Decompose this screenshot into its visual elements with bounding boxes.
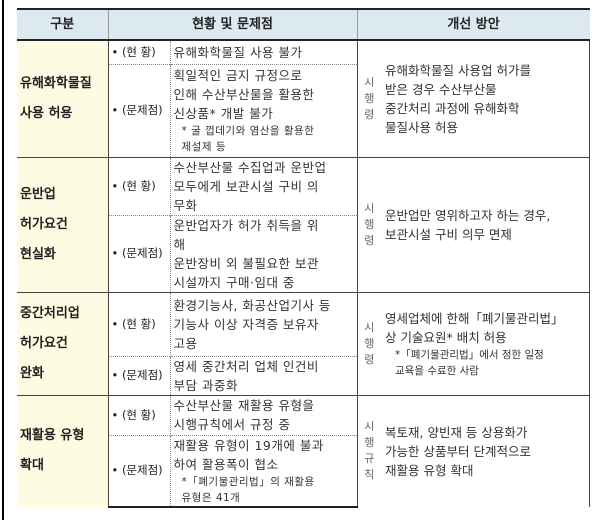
current-label: • (현 황) <box>108 156 171 215</box>
text-line: 받은 경우 수산부산물 <box>385 81 497 97</box>
law-type-cell: 시행규칙 <box>357 394 381 507</box>
text-line: 신상품* 개발 불가 <box>173 106 274 121</box>
text-line: 고용 <box>173 335 198 351</box>
text-line: 확대 <box>20 458 44 474</box>
law-type-cell: 시행령 <box>357 156 381 292</box>
text-line: 가능한 상품부터 단계적으로 <box>385 443 531 459</box>
text-line: 운반업만 영위하고자 하는 경우, <box>385 207 551 223</box>
problem-label: • (문제점) <box>108 355 171 395</box>
text-line: 인해 수산부산물을 활용한 <box>173 87 315 102</box>
text-line: * 굴 껍데기와 염산을 활용한 <box>181 125 315 137</box>
text-line: 수산부산물 수집업과 운반업 <box>173 159 327 175</box>
current-label: • (현 황) <box>108 291 171 356</box>
text-line: *「폐기물관리법」에서 정한 일정 <box>395 348 544 361</box>
text-line: 보관시설 구비 의무 면제 <box>385 226 512 242</box>
text-line: 유해화학물질 사용 불가 <box>173 44 303 60</box>
text-line: 허가요건 <box>20 335 68 351</box>
text-line: 모두에게 보관시설 구비 의 <box>173 178 319 194</box>
text-line: 시행규칙에서 규정 중 <box>173 417 291 432</box>
window-edge <box>2 0 4 520</box>
text-line: 하여 활용폭이 협소 <box>173 456 279 472</box>
text-line: 획일적인 금지 규정으로 <box>173 68 303 83</box>
law-type: 시행규칙 <box>364 420 375 482</box>
text-line: 환경기능사, 화공산업기사 등 <box>173 297 331 313</box>
text-line: 완화 <box>20 365 44 381</box>
text-line: 무화 <box>173 197 198 213</box>
problem-label: • (문제점) <box>108 434 171 508</box>
text-line: 현실화 <box>20 246 56 262</box>
text-line: 수산부산물 재활용 유형을 <box>173 398 315 413</box>
current-text: 유해화학물질 사용 불가 <box>170 39 358 64</box>
law-type-cell: 시행령 <box>357 39 381 157</box>
header-category: 구분 <box>17 8 108 41</box>
text-line: 운반업자가 허가 취득을 위 <box>173 217 319 233</box>
text-line: 사용 허용 <box>20 105 73 121</box>
text-line: 운반장비 외 불필요한 보관 <box>173 255 319 271</box>
text-line: 기능사 이상 자격증 보유자 <box>173 316 319 332</box>
text-line: 상 기술요원* 배치 허용 <box>385 329 507 345</box>
text-line: 교육을 수료한 사람 <box>395 364 479 377</box>
problem-label: • (문제점) <box>108 63 171 157</box>
text-line: 유해화학물질 <box>20 75 92 91</box>
text-line: 재활용 유형 확대 <box>385 462 474 478</box>
text-line: 허가요건 <box>20 216 68 232</box>
header-row: 구분 현황 및 문제점 개선 방안 <box>17 8 590 41</box>
current-label: • (현 황) <box>108 394 171 435</box>
text-line: *「폐기물관리법」의 재활용 <box>181 475 315 488</box>
improvement-cell: 운반업만 영위하고자 하는 경우, 보관시설 구비 의무 면제 <box>381 156 590 292</box>
text-line: 중간처리업 <box>20 305 80 321</box>
header-status: 현황 및 문제점 <box>107 8 357 41</box>
law-type: 시행령 <box>364 75 375 121</box>
text-line: 해 <box>173 236 186 252</box>
text-line: 재활용 유형 <box>20 428 85 444</box>
problem-label: • (문제점) <box>108 214 171 292</box>
law-type-cell: 시행령 <box>357 291 381 395</box>
current-label: • (현 황) <box>108 39 171 64</box>
text-line: 유해화학물질 사용업 허가를 <box>385 62 531 78</box>
text-line: 영세업체에 한해「폐기물관리법」 <box>385 310 564 326</box>
text-line: 유형은 41개 <box>181 491 241 504</box>
law-type: 시행령 <box>364 320 375 366</box>
header-improvement: 개선 방안 <box>356 8 590 41</box>
text-line: 물질사용 허용 <box>385 119 458 135</box>
text-line: 시설까지 구매·임대 중 <box>173 274 295 290</box>
text-line: 부담 과중화 <box>173 377 238 393</box>
improvement-cell: 영세업체에 한해「폐기물관리법」 상 기술요원* 배치 허용 *「폐기물관리법」에서… <box>381 291 590 395</box>
text-line: 중간처리 과정에 유해화학 <box>385 100 520 116</box>
law-type: 시행령 <box>364 201 375 247</box>
text-line: 제설제 등 <box>181 141 226 153</box>
text-line: 복토재, 양빈재 등 상용화가 <box>385 424 528 440</box>
text-line: 재활용 유형이 19개에 불과 <box>173 437 324 453</box>
text-line: 영세 중간처리 업체 인건비 <box>173 358 319 374</box>
text-line: 운반업 <box>20 186 56 202</box>
